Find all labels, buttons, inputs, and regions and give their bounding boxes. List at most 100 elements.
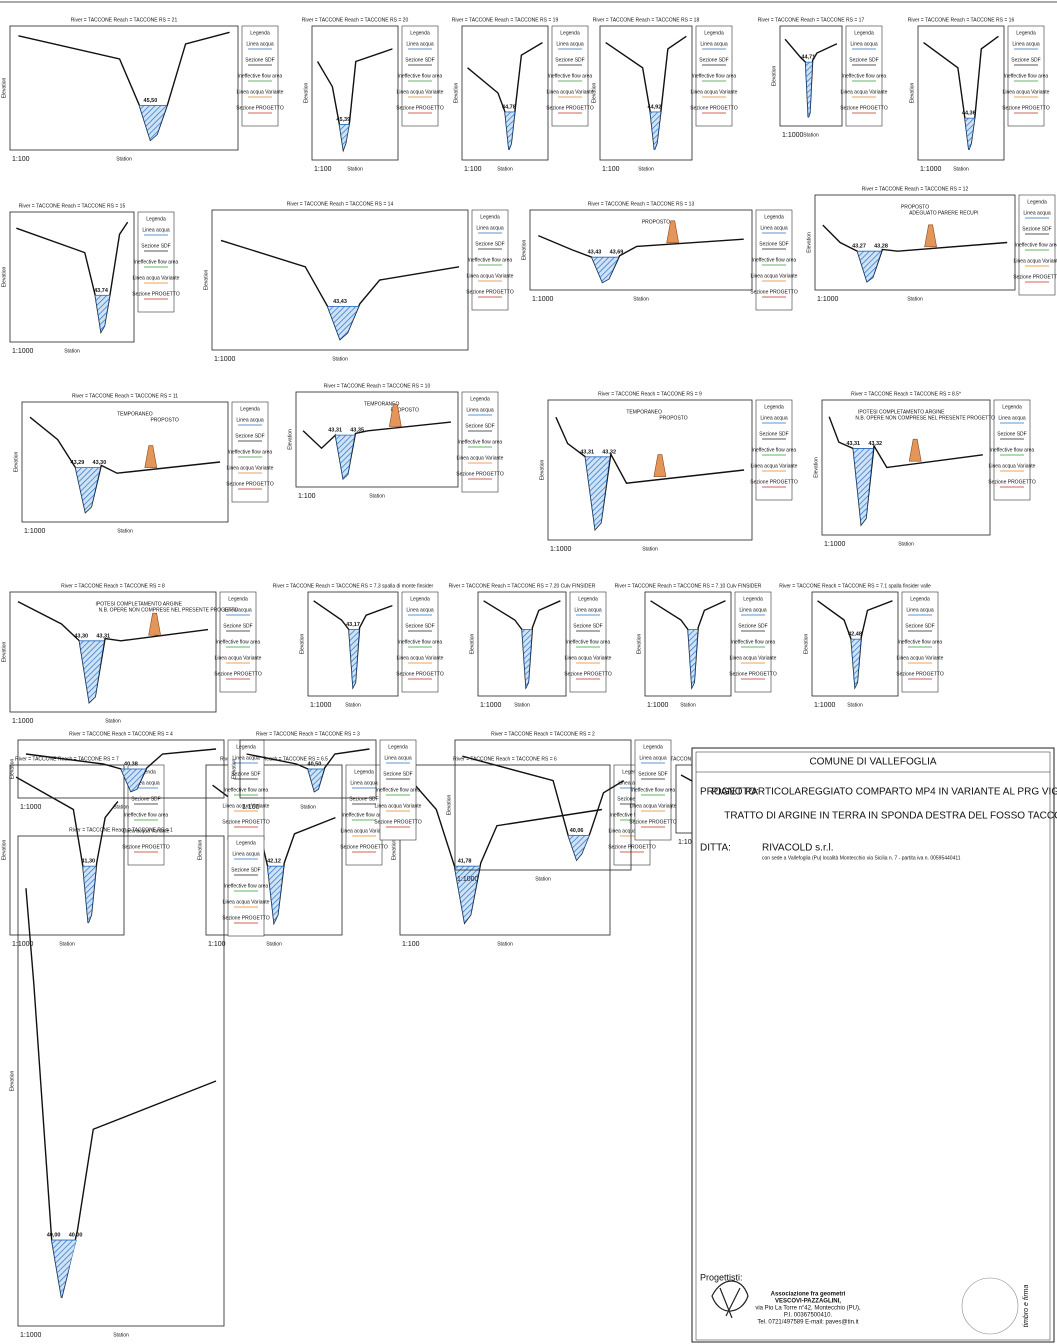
designers-label: Progettisti:: [700, 1272, 743, 1282]
legend-item: Linea acqua: [236, 417, 263, 423]
water-area: [79, 640, 105, 703]
elevation-label: Elevation: [636, 634, 642, 655]
annotation: ADEGUATO PARERE RECUPI: [909, 210, 978, 216]
legend-title: Legenda: [622, 769, 642, 775]
plot-frame: [311, 25, 399, 161]
legend-item: Ineffective flow area: [731, 639, 776, 645]
legend-item: Ineffective flow area: [842, 73, 887, 79]
elevation-label: Elevation: [813, 457, 819, 478]
plot-frame: [205, 764, 343, 936]
section-panel: River = TACCONE Reach = TACCONE RS = 7.2…: [449, 583, 612, 709]
scale-label: 1:1000: [310, 702, 332, 709]
legend-item: Ineffective flow area: [752, 447, 797, 453]
plot-frame: [9, 591, 217, 713]
scale-label: 1:1000: [824, 541, 846, 548]
legend-box: [401, 25, 439, 127]
legend-item: Sezione SDF: [235, 433, 264, 439]
annotation: TEMPORANEO: [117, 411, 153, 417]
elevation-label: Elevation: [231, 759, 237, 780]
legend-item: Sezione SDF: [231, 867, 260, 873]
water-level-label: 43,35: [350, 428, 364, 434]
legend-item: Linea acqua: [1023, 210, 1050, 216]
legend-item: Sezione PROGETTO: [456, 471, 504, 477]
station-label: Station: [345, 702, 361, 708]
elevation-label: Elevation: [803, 634, 809, 655]
legend-box: [461, 391, 499, 493]
water-level-label: 44,36: [962, 111, 976, 117]
ground-profile: [822, 224, 1008, 283]
legend-item: Ineffective flow area: [398, 73, 443, 79]
legend-title: Legenda: [764, 214, 784, 220]
legend-title: Legenda: [560, 30, 580, 36]
scale-label: 1:100: [402, 941, 420, 948]
section-panel: River = TACCONE Reach = TACCONE RS = 13 E…: [521, 201, 798, 311]
legend-item: Sezione PROGETTO: [690, 105, 738, 111]
elevation-label: Elevation: [1, 642, 7, 663]
legend-box: [845, 25, 883, 127]
plot-frame: [547, 399, 753, 541]
legend-title: Legenda: [236, 840, 256, 846]
legend-item: Linea acqua Variante: [133, 275, 180, 281]
legend-item: Sezione PROGETTO: [988, 479, 1036, 485]
plot-frame: [454, 739, 632, 871]
water-level-label: 43,31: [96, 633, 110, 639]
section-panel: River = TACCONE Reach = TACCONE RS = 10 E…: [287, 383, 503, 500]
legend-item: Ineffective flow area: [134, 259, 179, 265]
legend-item: Sezione PROGETTO: [1002, 105, 1050, 111]
legend-item: Sezione SDF: [465, 423, 494, 429]
legend-title: Legenda: [643, 744, 663, 750]
water-level-label: 43,32: [602, 449, 616, 455]
water-area: [335, 434, 355, 480]
water-level-label: 41,78: [458, 859, 472, 865]
section-title: River = TACCONE Reach = TACCONE RS = 3: [256, 731, 360, 737]
scale-label: 1:1000: [782, 132, 804, 139]
legend-item: Linea acqua Variante: [691, 89, 738, 95]
scale-label: 1:100: [208, 941, 226, 948]
levee-shape: [144, 445, 158, 468]
ground-profile: [828, 416, 983, 527]
legend-item: Sezione PROGETTO: [236, 105, 284, 111]
elevation-label: Elevation: [539, 460, 545, 481]
water-area: [454, 865, 481, 924]
legend-item: Sezione SDF: [905, 623, 934, 629]
plot-frame: [529, 209, 753, 291]
legend-item: Linea acqua: [574, 607, 601, 613]
elevation-label: Elevation: [1, 78, 7, 99]
stamp-label: timbro e firma: [1023, 1285, 1030, 1328]
plot-frame: [811, 591, 899, 697]
annotation: IPOTESI COMPLETAMENTO ARGINE: [858, 409, 945, 415]
legend-item: Linea acqua Variante: [237, 89, 284, 95]
legend-title: Legenda: [704, 30, 724, 36]
ground-profile: [483, 600, 561, 690]
legend-item: Linea acqua: [639, 755, 666, 761]
section-panel: River = TACCONE Reach = TACCONE RS = 17 E…: [758, 17, 888, 139]
legend-item: Linea acqua: [224, 607, 251, 613]
company: RIVACOLD s.r.l.: [762, 843, 834, 854]
plot-frame: [779, 25, 843, 127]
legend-box: [695, 25, 733, 127]
annotation: PROPOSTO: [391, 407, 419, 413]
legend-item: Ineffective flow area: [342, 812, 387, 818]
section-title: River = TACCONE Reach = TACCONE RS = 8: [61, 583, 165, 589]
legend-item: Linea acqua: [1012, 41, 1039, 47]
water-level-label: 45,50: [144, 98, 158, 104]
legend-box: [734, 591, 772, 693]
section-panel: River = TACCONE Reach = TACCONE RS = 7.1…: [615, 583, 777, 709]
scale-label: 1:1000: [20, 804, 42, 811]
scale-label: 1:1000: [12, 718, 34, 725]
scale-label: 1:100: [298, 493, 316, 500]
section-title: River = TACCONE Reach = TACCONE RS = 7.1…: [615, 583, 762, 589]
legend-item: Sezione PROGETTO: [840, 105, 888, 111]
project-label: PROGETTO:: [700, 787, 759, 798]
title-block: COMUNE DI VALLEFOGLIA PROGETTO:PIANO PART…: [691, 747, 1057, 1343]
legend-item: Linea acqua: [476, 225, 503, 231]
section-title: River = TACCONE Reach = TACCONE RS = 18: [593, 17, 700, 23]
company-label: DITTA:: [700, 843, 731, 854]
water-level-label: 43,29: [71, 460, 85, 466]
scale-label: 1:100: [602, 166, 620, 173]
section-title: River = TACCONE Reach = TACCONE RS = 14: [287, 201, 394, 207]
designer-line: P.I. 00367500410.: [784, 1313, 833, 1319]
station-label: Station: [113, 804, 129, 810]
levee-shape: [148, 612, 161, 636]
legend-box: [379, 739, 417, 841]
